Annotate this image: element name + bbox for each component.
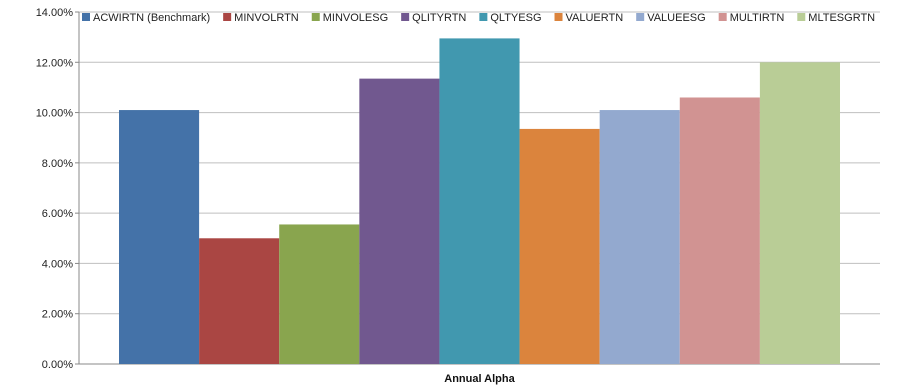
y-tick-label: 8.00% [42, 158, 73, 170]
y-tick-label: 6.00% [42, 208, 73, 220]
legend-label: ACWIRTN (Benchmark) [93, 12, 210, 24]
legend-item[interactable]: QLITYRTN [401, 12, 466, 24]
legend[interactable]: ACWIRTN (Benchmark) MINVOLRTN MINVOLESG QLI… [82, 12, 875, 24]
y-tick-label: 12.00% [36, 57, 74, 69]
bar-valuertn [519, 128, 600, 364]
bar-acwirtn-benchmark [119, 110, 200, 364]
legend-label: MINVOLRTN [234, 12, 299, 24]
legend-item[interactable]: MULTIRTN [718, 12, 785, 24]
bar-mltesgrtn [759, 62, 840, 365]
bar-qlityrtn [359, 78, 440, 364]
legend-swatch [718, 13, 727, 21]
legend-label: MULTIRTN [730, 12, 785, 24]
legend-item[interactable]: QLTYESG [479, 12, 542, 24]
y-tick-label: 0.00% [42, 359, 73, 371]
legend-label: QLITYRTN [412, 12, 466, 24]
bar-minvolesg [279, 224, 360, 364]
y-tick-label: 10.00% [36, 108, 74, 120]
x-category-label: Annual Alpha [444, 373, 515, 385]
legend-label: MINVOLESG [323, 12, 388, 24]
legend-label: QLTYESG [490, 12, 541, 24]
legend-label: MLTESGRTN [808, 12, 875, 24]
legend-item[interactable]: MLTESGRTN [797, 12, 875, 24]
legend-swatch [223, 13, 232, 21]
legend-item[interactable]: MINVOLESG [311, 12, 388, 24]
y-tick-labels: 0.00% 2.00% 4.00% 6.00% 8.00% 10.00% 12.00% 14.… [36, 7, 74, 371]
legend-swatch [797, 13, 806, 21]
legend-item[interactable]: VALUERTN [554, 12, 624, 24]
legend-label: VALUEESG [647, 12, 706, 24]
y-tick-label: 2.00% [42, 309, 73, 321]
legend-swatch [82, 13, 90, 21]
legend-item[interactable]: VALUEESG [636, 12, 706, 24]
y-tick-label: 14.00% [36, 7, 74, 19]
category-labels: Annual Alpha [444, 373, 515, 385]
legend-swatch [479, 13, 488, 21]
bar-qltyesg [439, 38, 520, 365]
legend-item[interactable]: ACWIRTN (Benchmark) [82, 12, 210, 24]
bar-multirtn [679, 97, 760, 364]
bar-valueesg [599, 110, 680, 364]
legend-swatch [636, 13, 645, 21]
legend-swatch [311, 13, 320, 21]
legend-swatch [401, 13, 410, 21]
bars [119, 38, 840, 365]
bar-minvolrtn [199, 238, 280, 364]
y-tick-label: 4.00% [42, 258, 73, 270]
legend-label: VALUERTN [566, 12, 624, 24]
legend-item[interactable]: MINVOLRTN [223, 12, 299, 24]
legend-swatch [554, 13, 563, 21]
